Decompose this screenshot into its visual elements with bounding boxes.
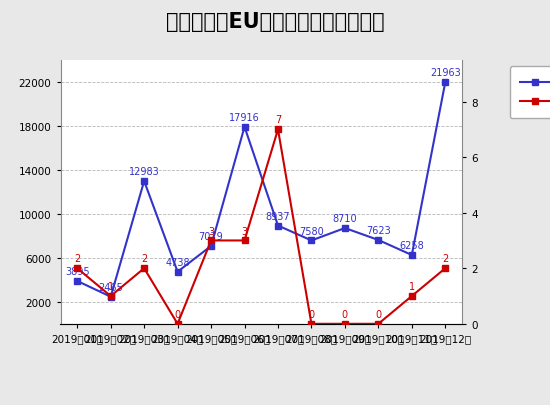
投诉量统计 xyxy=(141,266,147,271)
Text: 6258: 6258 xyxy=(399,241,424,250)
Text: 21963: 21963 xyxy=(430,68,461,78)
Text: 3: 3 xyxy=(208,226,214,236)
Text: 2: 2 xyxy=(141,254,147,264)
投诉量统计 xyxy=(241,239,248,243)
Text: 7: 7 xyxy=(275,115,281,125)
Text: 2: 2 xyxy=(442,254,448,264)
销量统计 xyxy=(442,81,449,85)
Text: 3895: 3895 xyxy=(65,266,90,276)
投诉量统计 xyxy=(174,322,181,326)
Text: 北汽新能源EU系列销量投诉量走势图: 北汽新能源EU系列销量投诉量走势图 xyxy=(166,12,384,32)
销量统计 xyxy=(74,279,80,284)
Text: 0: 0 xyxy=(375,309,381,319)
Text: 17916: 17916 xyxy=(229,113,260,123)
Text: 7623: 7623 xyxy=(366,226,390,235)
销量统计 xyxy=(274,224,281,228)
Line: 投诉量统计: 投诉量统计 xyxy=(74,127,448,327)
销量统计 xyxy=(308,239,315,243)
投诉量统计 xyxy=(442,266,449,271)
Text: 12983: 12983 xyxy=(129,167,160,177)
Text: 2: 2 xyxy=(74,254,80,264)
销量统计 xyxy=(241,125,248,130)
销量统计 xyxy=(342,226,348,231)
投诉量统计 xyxy=(274,128,281,132)
Text: 7079: 7079 xyxy=(199,231,223,241)
销量统计 xyxy=(141,179,147,184)
投诉量统计 xyxy=(208,239,214,243)
Line: 销量统计: 销量统计 xyxy=(74,80,448,300)
Text: 8710: 8710 xyxy=(333,213,357,224)
Text: 7580: 7580 xyxy=(299,226,324,236)
Legend: 销量统计, 投诉量统计: 销量统计, 投诉量统计 xyxy=(509,67,550,119)
销量统计 xyxy=(107,294,114,299)
投诉量统计 xyxy=(342,322,348,326)
Text: 2465: 2465 xyxy=(98,282,123,292)
Text: 0: 0 xyxy=(309,309,315,319)
Text: 1: 1 xyxy=(409,281,415,291)
销量统计 xyxy=(208,244,214,249)
Text: 3: 3 xyxy=(241,226,248,236)
Text: 1: 1 xyxy=(108,281,114,291)
投诉量统计 xyxy=(375,322,382,326)
销量统计 xyxy=(375,238,382,243)
销量统计 xyxy=(409,253,415,258)
销量统计 xyxy=(174,270,181,275)
投诉量统计 xyxy=(308,322,315,326)
Text: 4738: 4738 xyxy=(166,257,190,267)
Text: 0: 0 xyxy=(174,309,180,319)
投诉量统计 xyxy=(409,294,415,299)
投诉量统计 xyxy=(74,266,80,271)
Text: 8937: 8937 xyxy=(266,211,290,221)
投诉量统计 xyxy=(107,294,114,299)
Text: 0: 0 xyxy=(342,309,348,319)
